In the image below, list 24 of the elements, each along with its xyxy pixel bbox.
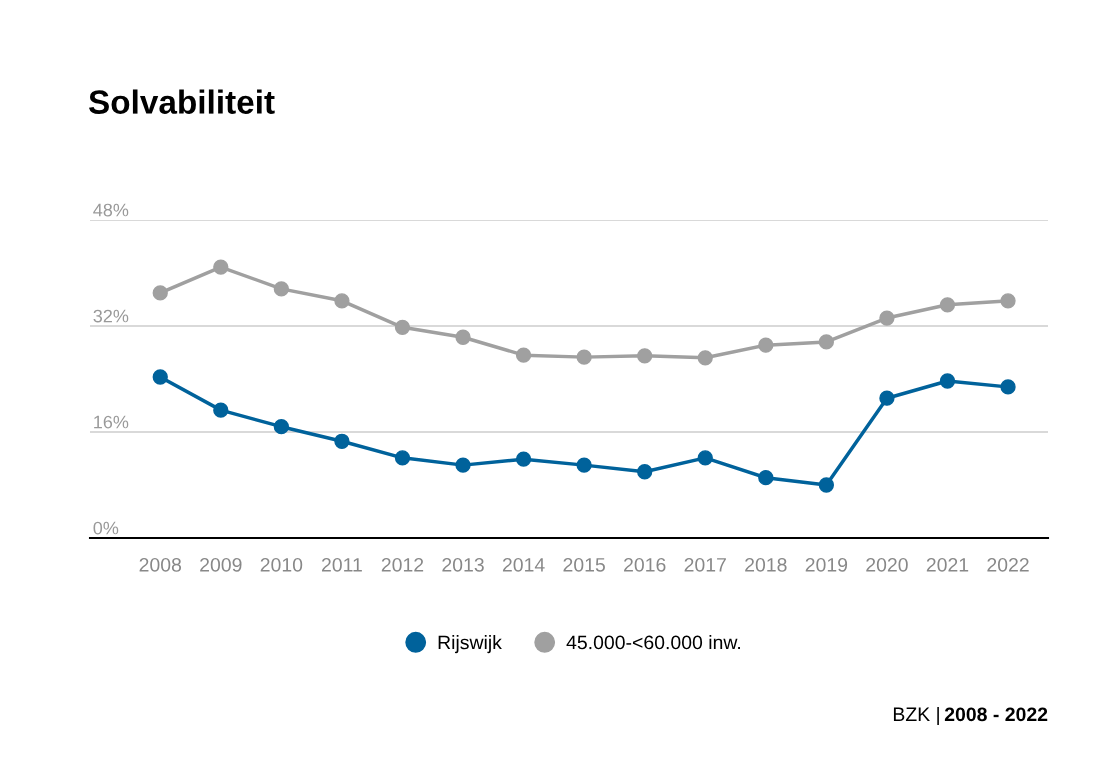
x-tick-label: 2020 (866, 557, 908, 572)
x-tick-label: 2015 (563, 557, 605, 572)
x-tick-label: 2014 (502, 557, 545, 572)
x-tick-label: 2009 (200, 557, 242, 572)
x-tick-label: 2018 (745, 557, 787, 572)
y-tick-label: 32% (93, 309, 129, 323)
text: BZK | (893, 706, 939, 726)
legend-label: Rijswijk (438, 635, 502, 654)
y-tick-label: 48% (93, 203, 129, 217)
x-tick-label: 2019 (805, 557, 848, 572)
x-tick-label: 2012 (381, 557, 424, 572)
legend-label: 45.000-<60.000 inw. (566, 635, 740, 650)
x-tick-label: 2011 (321, 557, 362, 572)
text: 2008 - 2022 (944, 707, 1048, 722)
x-tick-label: 2008 (139, 557, 182, 572)
x-tick-label: 2010 (260, 557, 303, 572)
x-tick-label: 2013 (442, 557, 484, 572)
x-tick-label: 2022 (987, 557, 1029, 572)
x-tick-label: 2021 (926, 557, 969, 572)
x-tick-label: 2017 (684, 557, 726, 572)
y-tick-label: 16% (94, 415, 129, 429)
x-tick-label: 2016 (624, 557, 666, 572)
y-tick-label: 0% (93, 521, 119, 535)
chart-title: Solvabiliteit (88, 89, 275, 114)
